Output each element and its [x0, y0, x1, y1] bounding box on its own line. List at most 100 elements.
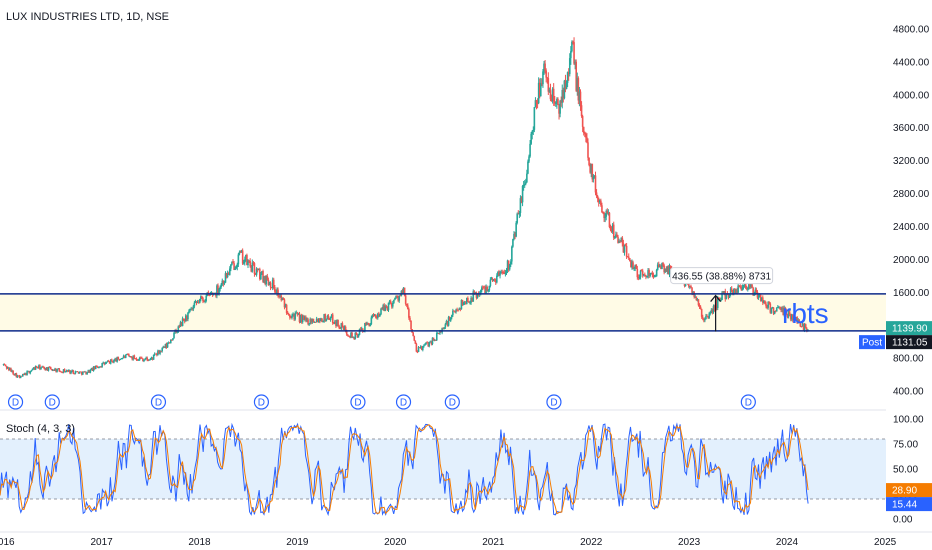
- candle-body: [786, 313, 789, 317]
- candle-body: [295, 312, 298, 314]
- text-annotation[interactable]: rbts: [782, 298, 829, 329]
- candle-body: [380, 308, 382, 315]
- candle-body: [520, 198, 523, 203]
- candle-body: [691, 287, 693, 293]
- measure-arrow-head: [710, 294, 722, 302]
- candle-body: [200, 296, 202, 299]
- candle-body: [737, 285, 739, 293]
- candle-body: [165, 344, 168, 348]
- time-tick-label: 2022: [580, 537, 603, 548]
- candle-body: [636, 268, 639, 278]
- candle-body: [496, 275, 498, 283]
- stoch-panel[interactable]: Stoch (4, 3, 3): [0, 422, 886, 517]
- candle-body: [360, 328, 363, 331]
- candle-body: [803, 324, 806, 331]
- candle-body: [126, 354, 128, 355]
- candle-body: [766, 306, 768, 308]
- price-axis[interactable]: 4800.00 4400.00 4000.00 3600.00 3200.00 2800.…: [893, 25, 930, 398]
- candle-body: [225, 273, 228, 277]
- stoch-tick-label: 100.00: [893, 415, 924, 426]
- candle-body: [780, 308, 782, 311]
- candle-body: [804, 324, 807, 329]
- dividend-marker[interactable]: D: [350, 394, 366, 410]
- candle-body: [234, 268, 236, 270]
- candle-body: [75, 371, 78, 373]
- candle-body: [481, 287, 483, 291]
- candle-body: [453, 310, 455, 312]
- dividend-marker[interactable]: D: [740, 394, 756, 410]
- candle-body: [317, 318, 320, 323]
- candle-body: [349, 336, 351, 338]
- candle-body: [15, 373, 18, 378]
- candle-body: [13, 374, 16, 376]
- candle-body: [367, 322, 369, 324]
- candle-body: [390, 303, 393, 307]
- time-axis[interactable]: 2016 2017 2018 2019 2020 2021 2022 2023 2024 2025: [0, 531, 932, 548]
- candle-body: [69, 370, 71, 374]
- candle-body: [253, 263, 256, 274]
- candle-body: [709, 313, 712, 314]
- candle-body: [771, 307, 774, 309]
- candle-body: [748, 283, 750, 289]
- candle-body: [54, 368, 56, 371]
- dividend-marker[interactable]: D: [444, 394, 460, 410]
- candle-body: [692, 291, 694, 293]
- candle-body: [567, 72, 570, 75]
- dividend-marker[interactable]: D: [253, 394, 270, 410]
- candle-body: [14, 373, 17, 376]
- dividend-marker[interactable]: D: [546, 394, 562, 410]
- candle-body: [287, 314, 290, 315]
- candle-body: [600, 200, 602, 206]
- candle-body: [35, 366, 38, 368]
- price-panel[interactable]: 436.55 (38.88%) 8731 rbts D D D D D D D D D LUX …: [0, 11, 886, 410]
- candle-body: [286, 313, 289, 315]
- dividend-marker[interactable]: D: [150, 394, 167, 410]
- candle-body: [642, 274, 645, 276]
- candle-body: [470, 297, 472, 303]
- candle-body: [20, 375, 23, 377]
- candle-body: [195, 301, 198, 303]
- candle-body: [549, 90, 552, 100]
- candle-body: [729, 288, 732, 295]
- candle-body: [100, 366, 102, 368]
- candle-body: [227, 273, 230, 275]
- candle-body: [656, 264, 659, 270]
- candle-body: [425, 342, 427, 345]
- candle-body: [337, 319, 339, 327]
- dividend-marker[interactable]: D: [395, 394, 412, 410]
- dividend-marker[interactable]: D: [7, 394, 24, 410]
- candle-body: [323, 314, 325, 322]
- candle-body: [63, 369, 66, 373]
- candle-body: [570, 51, 572, 59]
- candle-body: [473, 291, 476, 295]
- candle-body: [172, 338, 174, 341]
- candle-body: [754, 289, 757, 294]
- candle-body: [435, 333, 438, 341]
- candle-body: [552, 88, 555, 102]
- candle-body: [164, 344, 167, 348]
- stoch-badges: 28.90 15.44: [886, 483, 932, 512]
- candle-body: [239, 252, 242, 253]
- chart-title: LUX INDUSTRIES LTD, 1D, NSE: [6, 11, 169, 23]
- candle-body: [484, 287, 486, 294]
- candle-body: [134, 358, 137, 360]
- candle-body: [454, 311, 456, 313]
- candle-body: [488, 285, 491, 291]
- candle-body: [503, 272, 506, 274]
- candle-body: [333, 323, 335, 324]
- candle-body: [663, 265, 665, 273]
- candle-body: [770, 308, 773, 313]
- candle-body: [410, 320, 412, 330]
- dividend-marker[interactable]: D: [44, 394, 60, 410]
- candle-body: [625, 245, 628, 257]
- stoch-tick-label: 50.00: [893, 465, 918, 476]
- candle-body: [609, 227, 612, 230]
- candle-body: [399, 295, 402, 297]
- candle-body: [526, 173, 528, 183]
- candle-body: [245, 255, 247, 260]
- candle-body: [645, 275, 647, 277]
- candle-body: [641, 270, 644, 276]
- measure-tool[interactable]: 436.55 (38.88%) 8731: [670, 267, 774, 332]
- candle-body: [44, 368, 47, 371]
